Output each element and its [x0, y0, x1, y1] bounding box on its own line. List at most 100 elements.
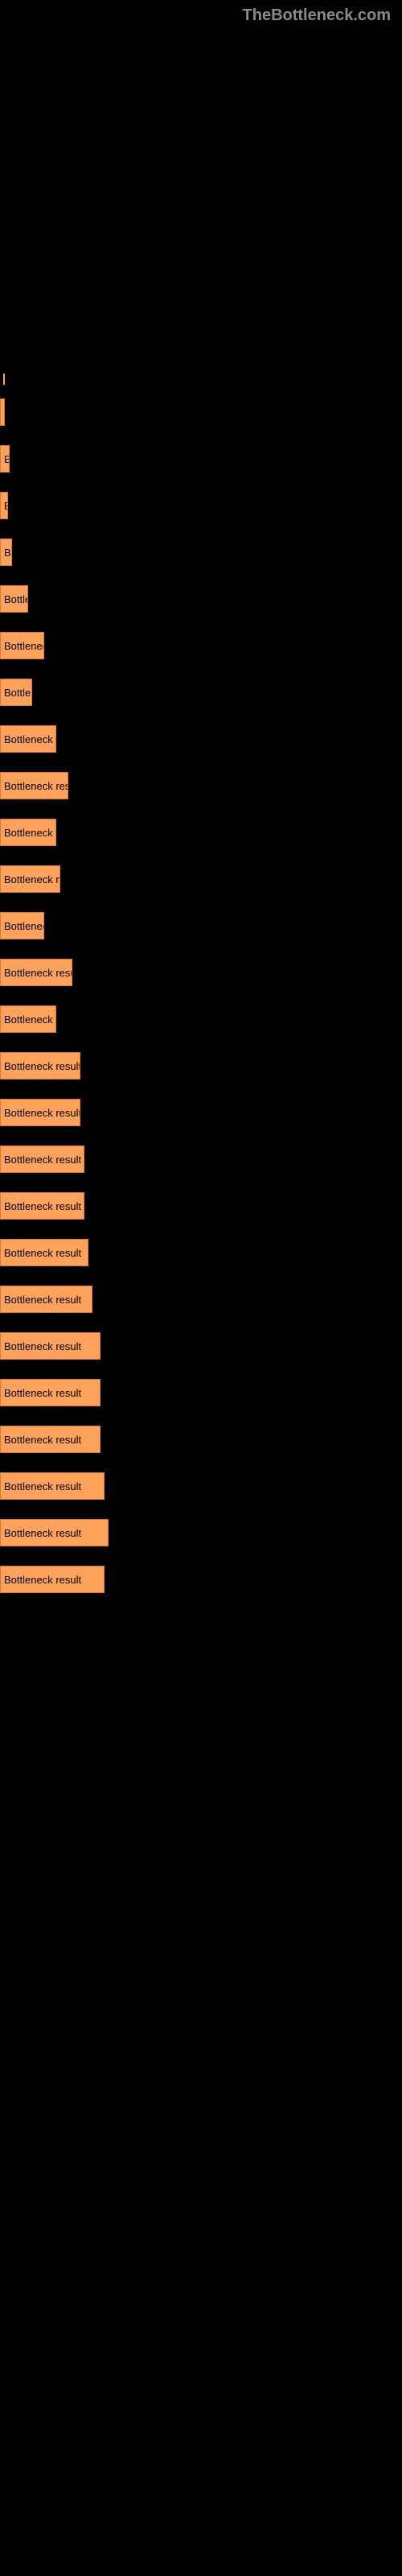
bar-track: Bottleneck [0, 912, 402, 939]
bar-label [0, 659, 402, 679]
bar-track: Bottleneck re [0, 1005, 402, 1033]
horizontal-bar-chart: BBBBottlenBottleneckBottleneBottleneck r… [0, 25, 402, 1625]
chart-row: Bottleneck result [0, 1173, 402, 1220]
bar-track: Bottleneck re [0, 725, 402, 753]
bar-track: Bottleneck result [0, 1239, 402, 1266]
bar [0, 398, 5, 426]
bar: Bottleneck resul [0, 772, 68, 799]
bar-label [0, 613, 402, 632]
bar-track: Bottleneck result [0, 1472, 402, 1500]
bar: Bottleneck [0, 912, 44, 939]
chart-row: Bottlen [0, 566, 402, 613]
chart-row: Bottleneck result [0, 1453, 402, 1500]
chart-container: TheBottleneck.com BBBBottlenBottleneckBo… [0, 0, 402, 1625]
bar-label [0, 986, 402, 1005]
bar-track: Bottleneck result [0, 1146, 402, 1173]
bar-track: B [0, 445, 402, 473]
chart-row: B [0, 426, 402, 473]
bar-label [0, 893, 402, 912]
bar-track: Bottleneck result [0, 959, 402, 986]
bar-track: Bottleneck result [0, 1052, 402, 1080]
bar-track: Bottlene [0, 679, 402, 706]
bar-label [0, 1546, 402, 1566]
chart-row: Bottleneck resul [0, 753, 402, 799]
chart-row: Bottleneck result [0, 1546, 402, 1593]
bar-track: Bottleneck result [0, 1192, 402, 1220]
bar-track: Bottleneck result [0, 1332, 402, 1360]
chart-row: Bottleneck result [0, 1500, 402, 1546]
chart-row: Bottleneck result [0, 1033, 402, 1080]
bar: Bottleneck result [0, 1379, 100, 1406]
bar-label [0, 1266, 402, 1286]
bar: Bottlene [0, 679, 32, 706]
bar: B [0, 539, 12, 566]
bar-label [0, 519, 402, 539]
chart-row: Bottleneck re [0, 799, 402, 846]
bar: Bottleneck result [0, 1146, 84, 1173]
chart-row: Bottleneck [0, 613, 402, 659]
bar: Bottleneck re [0, 725, 56, 753]
bar: Bottleneck result [0, 1286, 92, 1313]
chart-row: Bottleneck re [0, 986, 402, 1033]
bar: Bottleneck res [0, 865, 60, 893]
bar-label [0, 939, 402, 959]
chart-row: Bottleneck re [0, 706, 402, 753]
chart-row: Bottlene [0, 659, 402, 706]
bar-label [0, 846, 402, 865]
bar: Bottleneck re [0, 1005, 56, 1033]
bar-label [0, 1080, 402, 1099]
bar: B [0, 492, 8, 519]
bar: Bottleneck result [0, 1239, 88, 1266]
bar-label [0, 566, 402, 585]
chart-row: B [0, 473, 402, 519]
bar: Bottleneck re [0, 819, 56, 846]
bar-label [0, 1500, 402, 1519]
chart-row: Bottleneck result [0, 1360, 402, 1406]
bar-track: Bottlen [0, 585, 402, 613]
bar-track: Bottleneck result [0, 1566, 402, 1593]
bar: Bottleneck result [0, 1472, 105, 1500]
chart-row: B [0, 519, 402, 566]
bar: Bottleneck result [0, 1052, 80, 1080]
bar-label [0, 753, 402, 772]
bar-label [0, 1033, 402, 1052]
bar: Bottleneck result [0, 1332, 100, 1360]
bar-label [0, 426, 402, 445]
bar: Bottleneck result [0, 1566, 105, 1593]
bar: Bottleneck result [0, 1519, 109, 1546]
bar-track: Bottleneck resul [0, 772, 402, 799]
bar: Bottleneck result [0, 1426, 100, 1453]
bar-label [0, 1173, 402, 1192]
chart-row: Bottleneck result [0, 1406, 402, 1453]
bar-label [0, 473, 402, 492]
chart-row [0, 379, 402, 426]
bar-label [0, 1313, 402, 1332]
axis-tick [3, 374, 5, 385]
bar-track: Bottleneck result [0, 1519, 402, 1546]
bar-label [0, 1360, 402, 1379]
bar: Bottleneck result [0, 1192, 84, 1220]
bar: Bottleneck result [0, 1099, 80, 1126]
bar-track: Bottleneck result [0, 1286, 402, 1313]
chart-row: Bottleneck result [0, 1126, 402, 1173]
bar-track: Bottleneck re [0, 819, 402, 846]
bar-track: B [0, 539, 402, 566]
bar-track: Bottleneck result [0, 1099, 402, 1126]
bar-track: Bottleneck res [0, 865, 402, 893]
bar-track: Bottleneck result [0, 1379, 402, 1406]
bar: Bottlen [0, 585, 28, 613]
bar-label [0, 1220, 402, 1239]
watermark-text: TheBottleneck.com [0, 0, 402, 25]
chart-row: Bottleneck result [0, 939, 402, 986]
bar-label [0, 1406, 402, 1426]
chart-row: Bottleneck result [0, 1080, 402, 1126]
chart-row: Bottleneck res [0, 846, 402, 893]
bar-track: Bottleneck [0, 632, 402, 659]
bar: Bottleneck result [0, 959, 72, 986]
bar: B [0, 445, 10, 473]
bar-track: B [0, 492, 402, 519]
bar-track: Bottleneck result [0, 1426, 402, 1453]
chart-row: Bottleneck result [0, 1220, 402, 1266]
bar-label [0, 1126, 402, 1146]
bar: Bottleneck [0, 632, 44, 659]
